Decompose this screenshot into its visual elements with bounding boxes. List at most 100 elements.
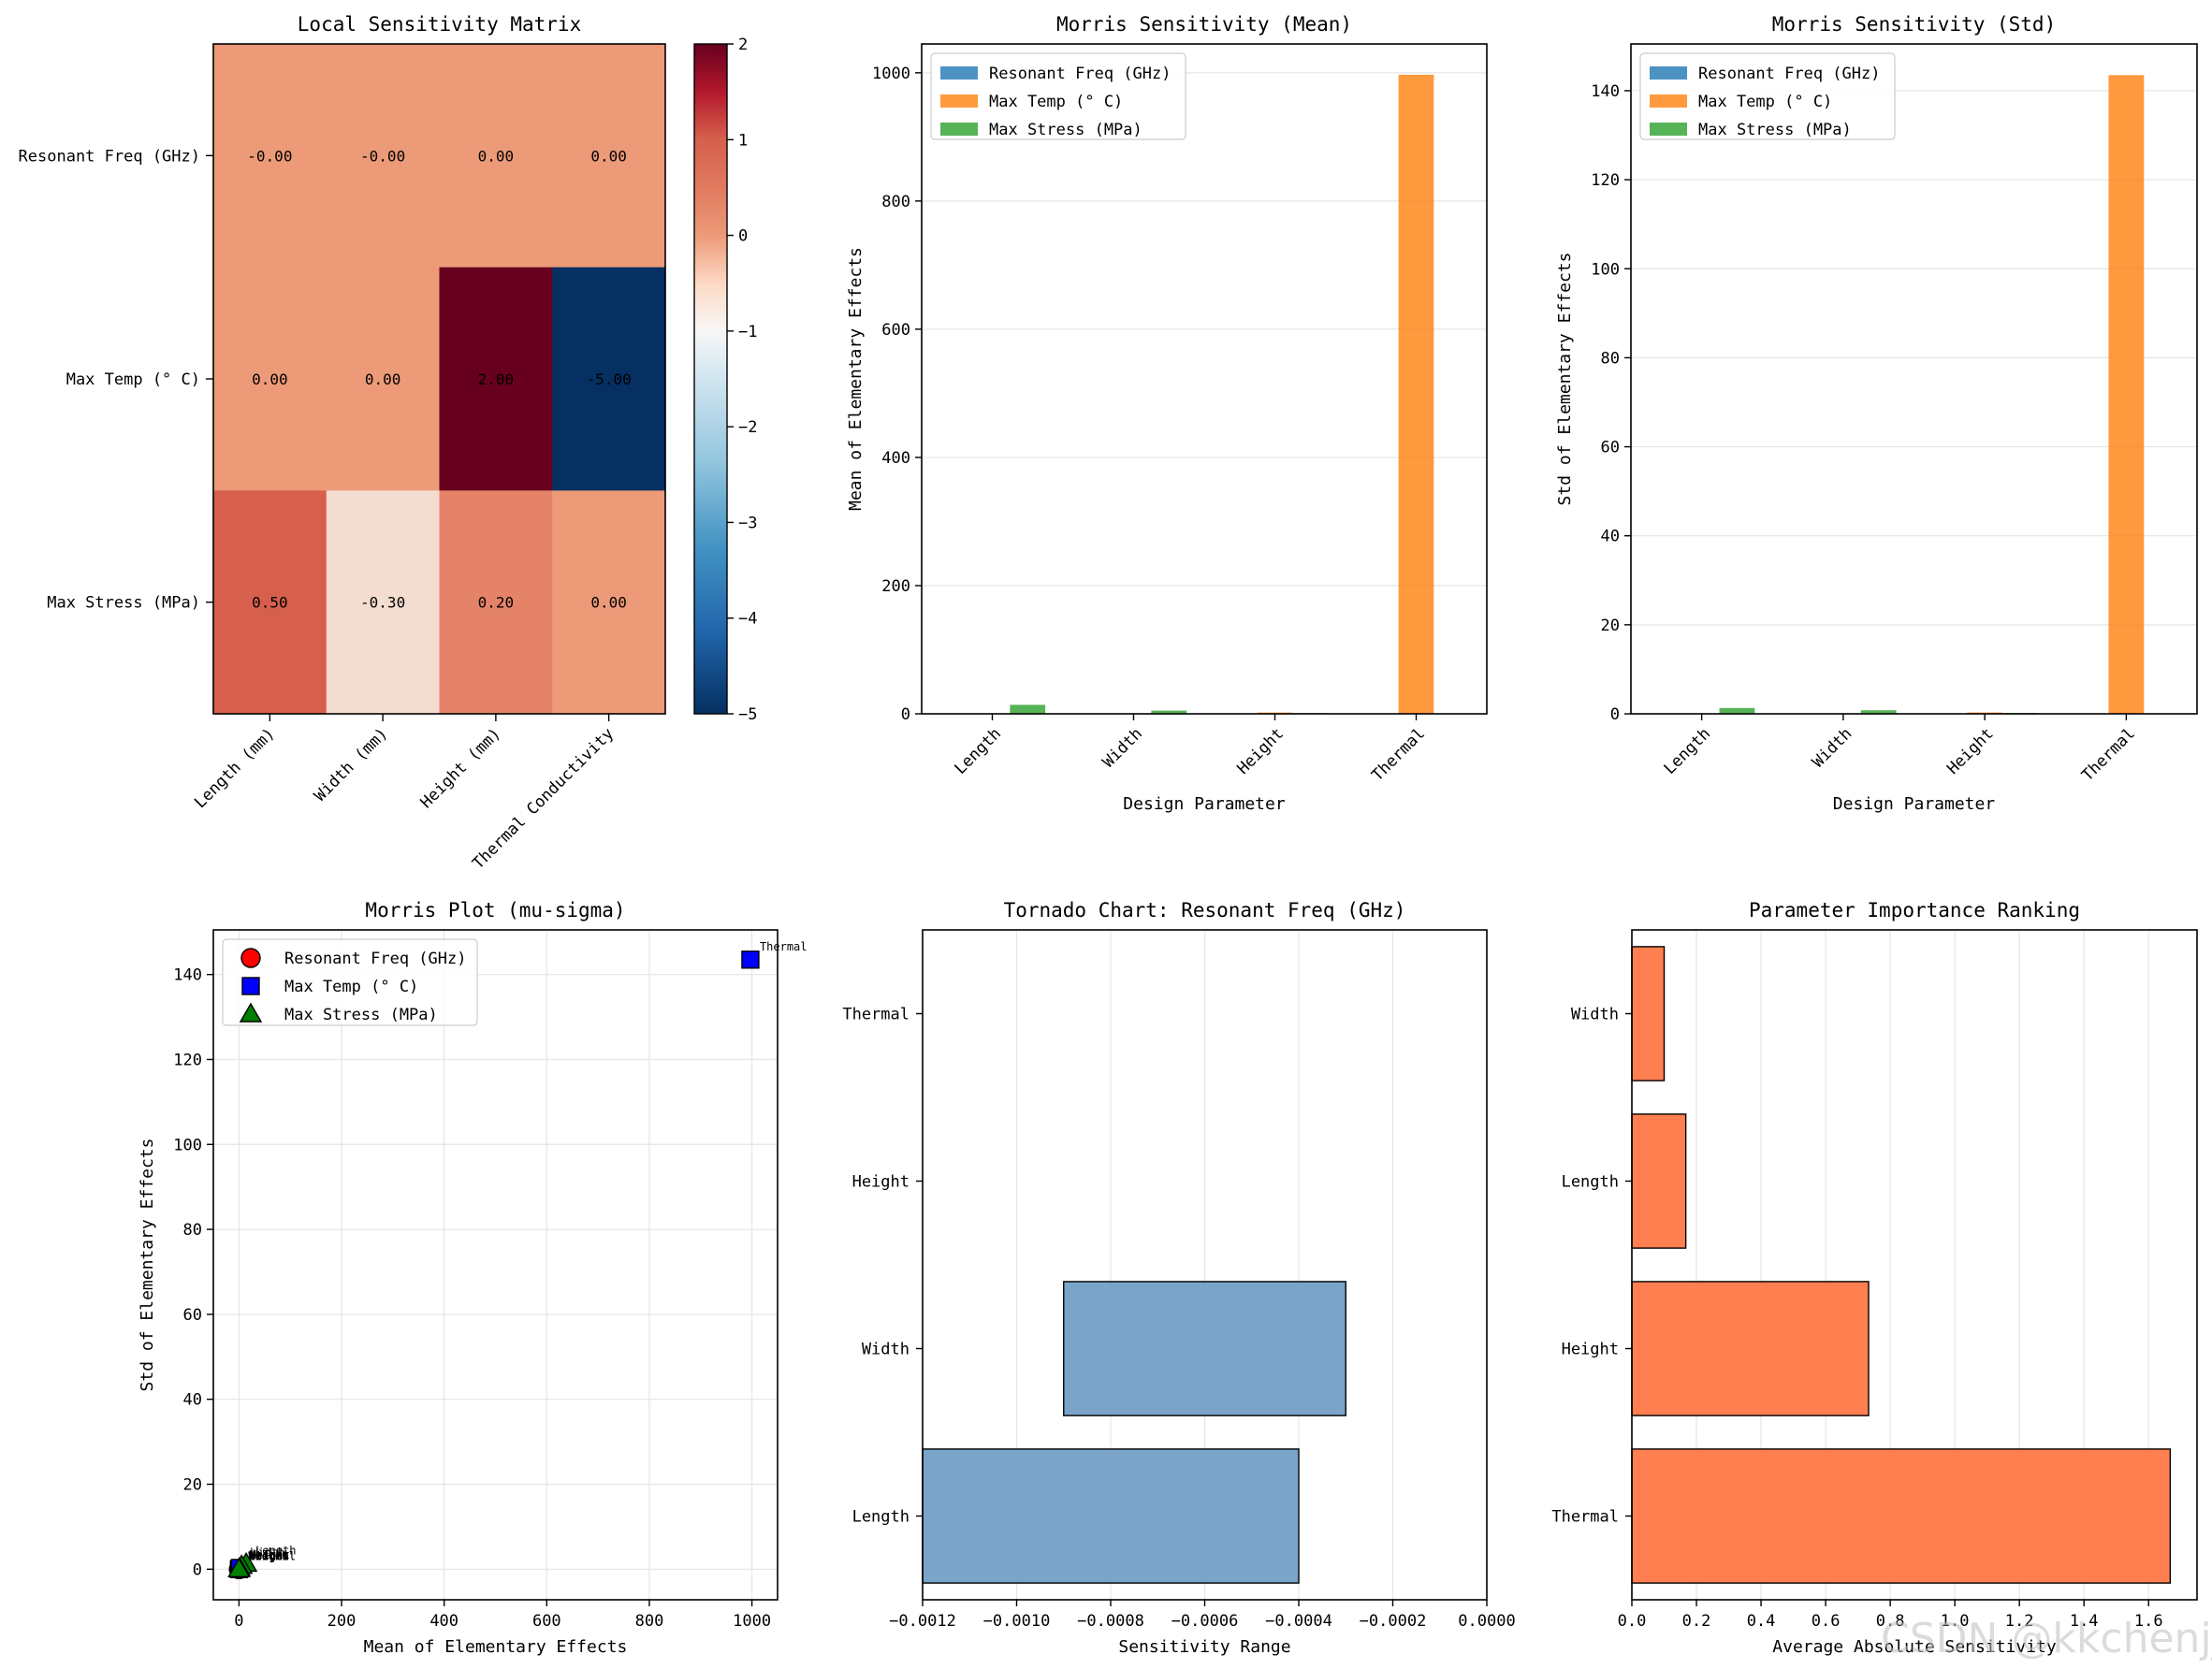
heatmap-cell-label: 0.00 (478, 147, 515, 165)
heatmap-cell-label: -5.00 (587, 370, 632, 388)
y-tick-label: 20 (183, 1476, 202, 1495)
x-tick-label: Width (1099, 724, 1146, 771)
heatmap-cell-label: 0.20 (478, 594, 515, 612)
y-tick-label: 40 (183, 1391, 202, 1410)
legend: Resonant Freq (GHz) Max Temp (° C) Max Str… (222, 938, 478, 1026)
heatmap-cell (213, 490, 327, 715)
x-tick-label: 400 (429, 1612, 458, 1631)
chart-title: Parameter Importance Ranking (1749, 899, 2080, 922)
x-tick-label: Thermal (2078, 724, 2139, 785)
x-tick-label: −0.0012 (889, 1612, 956, 1631)
legend: Resonant Freq (GHz) Max Temp (° C) Max Str… (1639, 52, 1896, 140)
legend-label: Resonant Freq (GHz) (989, 65, 1171, 83)
tornado-bar (1063, 1281, 1346, 1416)
y-tick-label: Height (852, 1173, 910, 1192)
legend-label: Max Temp (° C) (1698, 93, 1832, 111)
x-tick-label: 1.4 (2070, 1612, 2099, 1631)
heatmap-cell-label: 0.00 (252, 370, 288, 388)
y-tick-label: 140 (173, 966, 202, 985)
point-label: Length (248, 1549, 288, 1562)
axes-frame (1630, 43, 2198, 715)
legend-label: Max Stress (MPa) (1698, 121, 1852, 139)
x-axis-label: Mean of Elementary Effects (364, 1637, 628, 1657)
y-tick-label: 20 (1601, 617, 1620, 635)
point-label: Width (248, 1549, 282, 1562)
ranking-bar (1631, 946, 1666, 1081)
x-tick-label: 800 (635, 1612, 664, 1631)
x-axis-label: Sensitivity Range (1118, 1637, 1290, 1657)
heatmap-cell (326, 44, 440, 268)
heatmap-cell (552, 44, 666, 268)
ranking-bar (1631, 1113, 1687, 1249)
y-tick-label: Length (1562, 1173, 1619, 1192)
point-label: Height (250, 1548, 290, 1561)
heatmap-cell (439, 267, 553, 491)
y-tick-label: 100 (1591, 260, 1620, 279)
heatmap-col-label: Height (mm) (417, 724, 505, 812)
tornado-panel: −0.0012 −0.0010 −0.0008 −0.0006 −0.0004 −0.00… (842, 899, 1515, 1657)
point-label: Length (248, 1549, 288, 1562)
colorbar-tick-label: −2 (738, 418, 757, 437)
y-axis-label: Std of Elementary Effects (1555, 253, 1575, 506)
legend: Resonant Freq (GHz) Max Temp (° C) Max Str… (930, 52, 1186, 140)
axes-frame (212, 929, 779, 1601)
y-tick-label: 0 (901, 705, 910, 724)
colorbar-tick-label: 2 (738, 36, 748, 54)
x-tick-label: Height (1943, 724, 1998, 778)
x-tick-label: 600 (532, 1612, 561, 1631)
x-tick-label: −0.0006 (1171, 1612, 1239, 1631)
y-tick-label: 600 (881, 321, 910, 340)
point-label: Height (249, 1548, 289, 1561)
y-tick-label: Width (862, 1341, 910, 1359)
heatmap-row-label: Max Stress (MPa) (47, 594, 200, 613)
x-tick-label: −0.0008 (1077, 1612, 1144, 1631)
heatmap-cell (213, 267, 327, 491)
colorbar (693, 43, 728, 715)
heatmap-title: Local Sensitivity Matrix (298, 13, 581, 36)
x-tick-label: −0.0010 (983, 1612, 1051, 1631)
morris-mean-panel: 0 200 400 600 800 1000 Length Width Height Therma… (846, 13, 1488, 814)
heatmap-cell-label: 0.00 (590, 594, 627, 612)
x-tick-label: 1.6 (2134, 1612, 2163, 1631)
heatmap-col-label: Length (mm) (191, 724, 279, 812)
scatter-point (227, 1557, 251, 1578)
x-tick-label: 0.2 (1682, 1612, 1711, 1631)
legend-frame (1639, 52, 1896, 140)
legend-marker (240, 948, 261, 968)
colorbar-tick-label: 0 (738, 227, 748, 246)
y-tick-label: 40 (1601, 528, 1620, 546)
x-tick-label: 200 (327, 1612, 357, 1631)
legend-marker (239, 1002, 263, 1023)
axes-frame (212, 43, 666, 715)
x-tick-label: −0.0004 (1265, 1612, 1332, 1631)
bar (1151, 710, 1187, 714)
bar (2108, 75, 2145, 715)
point-label: Width (248, 1549, 282, 1562)
heatmap-cell-label: -0.00 (360, 147, 405, 165)
x-tick-label: Width (1809, 724, 1855, 771)
colorbar-tick-label: −4 (738, 610, 757, 629)
y-tick-label: 1000 (872, 65, 910, 83)
y-tick-label: 0 (1610, 705, 1620, 724)
y-axis-label: Std of Elementary Effects (138, 1139, 157, 1392)
y-tick-label: 400 (881, 449, 910, 468)
heatmap-col-label: Width (mm) (311, 724, 392, 805)
ranking-bar (1631, 1448, 2172, 1584)
axes-frame (922, 929, 1488, 1601)
legend-frame (222, 938, 478, 1026)
legend-swatch (940, 66, 978, 80)
y-axis-label: Mean of Elementary Effects (846, 247, 866, 511)
x-tick-label: Length (951, 724, 1005, 778)
legend-swatch (940, 123, 978, 136)
axes-frame (921, 43, 1488, 715)
x-tick-label: Thermal (1368, 724, 1429, 785)
colorbar-tick-label: −1 (738, 323, 757, 341)
heatmap-cell-label: -0.30 (360, 594, 405, 612)
heatmap-cell (439, 44, 553, 268)
bar (1010, 704, 1046, 714)
y-tick-label: 120 (173, 1051, 202, 1069)
heatmap-row-label: Max Temp (° C) (66, 370, 200, 389)
x-tick-label: Length (1661, 724, 1715, 778)
x-tick-label: 0.6 (1812, 1612, 1841, 1631)
tornado-bar (922, 1448, 1300, 1584)
